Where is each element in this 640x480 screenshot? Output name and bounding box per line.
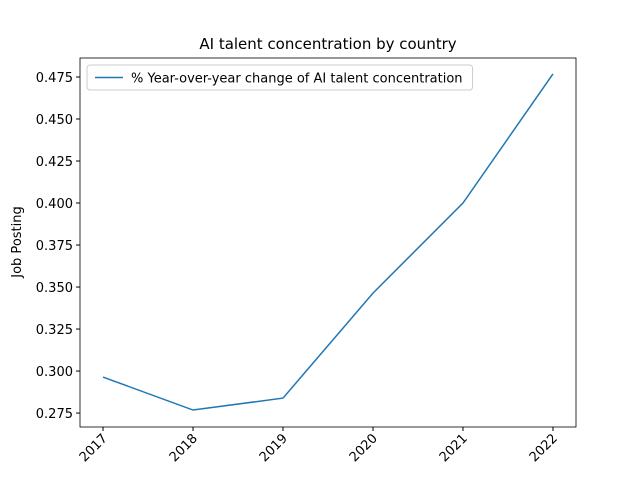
x-tick-label: 2020 — [347, 431, 381, 465]
legend-label: % Year-over-year change of AI talent con… — [131, 72, 463, 87]
chart-title: AI talent concentration by country — [199, 35, 456, 53]
y-tick-label: 0.400 — [36, 197, 73, 212]
x-tick-label: 2018 — [167, 431, 201, 465]
x-tick-label: 2019 — [257, 431, 291, 465]
y-tick-label: 0.375 — [36, 239, 73, 254]
y-tick-label: 0.325 — [36, 323, 73, 338]
y-tick-label: 0.300 — [36, 365, 73, 380]
x-tick-label: 2017 — [77, 431, 111, 465]
x-tick-label: 2021 — [437, 431, 471, 465]
y-tick-label: 0.350 — [36, 281, 73, 296]
plot-frame — [79, 57, 577, 428]
y-axis-label: Job Posting — [10, 206, 25, 278]
y-tick-label: 0.450 — [36, 113, 73, 128]
x-tick-label: 2022 — [527, 431, 561, 465]
y-tick-label: 0.425 — [36, 155, 73, 170]
legend — [86, 64, 474, 91]
y-tick-label: 0.475 — [36, 71, 73, 86]
y-tick-label: 0.275 — [36, 407, 73, 422]
line — [102, 73, 554, 411]
